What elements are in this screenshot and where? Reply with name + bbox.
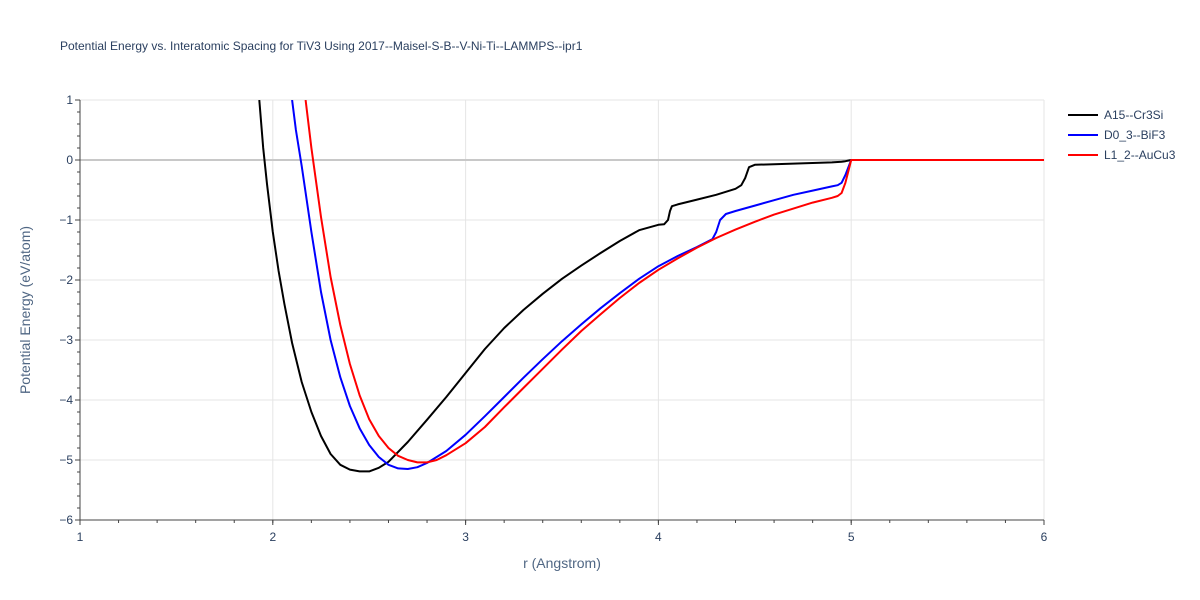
y-tick-label: −3 [59, 333, 73, 347]
legend-label: D0_3--BiF3 [1104, 128, 1166, 142]
y-tick-label: 1 [66, 93, 73, 107]
x-tick-label: 1 [77, 530, 84, 544]
x-tick-label: 4 [655, 530, 662, 544]
y-tick-label: −1 [59, 213, 73, 227]
y-tick-label: −2 [59, 273, 73, 287]
legend-item[interactable]: D0_3--BiF3 [1068, 128, 1166, 142]
chart-title: Potential Energy vs. Interatomic Spacing… [60, 39, 583, 53]
y-tick-label: −4 [59, 393, 73, 407]
legend-item[interactable]: L1_2--AuCu3 [1068, 148, 1176, 162]
series-line-1 [258, 100, 1044, 473]
series-line-2 [291, 100, 1044, 470]
legend-label: L1_2--AuCu3 [1104, 148, 1176, 162]
grid-lines [80, 99, 1045, 520]
plot-area [258, 100, 1044, 473]
legend-item[interactable]: A15--Cr3Si [1068, 108, 1163, 122]
y-tick-label: 0 [66, 153, 73, 167]
x-tick-label: 2 [269, 530, 276, 544]
x-axis-title: r (Angstrom) [523, 555, 601, 571]
x-tick-label: 5 [848, 530, 855, 544]
x-axis-ticks: 1 2 3 4 5 6 [77, 520, 1048, 544]
y-axis-ticks: 1 0 −1 −2 −3 −4 −5 −6 [59, 93, 80, 527]
series-line-3 [304, 100, 1044, 464]
legend-label: A15--Cr3Si [1104, 108, 1163, 122]
y-tick-label: −5 [59, 453, 73, 467]
x-tick-label: 6 [1041, 530, 1048, 544]
legend[interactable]: A15--Cr3Si D0_3--BiF3 L1_2--AuCu3 [1068, 108, 1176, 162]
x-tick-label: 3 [462, 530, 469, 544]
y-axis-title: Potential Energy (eV/atom) [17, 226, 33, 394]
y-tick-label: −6 [59, 513, 73, 527]
